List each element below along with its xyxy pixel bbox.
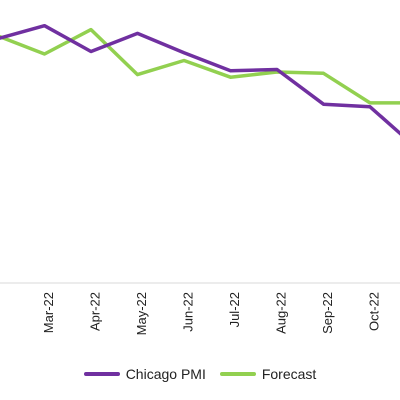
x-tick-label: Mar-22 [41, 292, 56, 333]
x-tick-label: Sep-22 [320, 292, 335, 334]
legend-swatch-chicago-pmi [83, 372, 120, 376]
x-tick-label: Jul-22 [227, 292, 242, 327]
legend-label-chicago-pmi: Chicago PMI [125, 366, 206, 382]
series-line-forecast [0, 27, 400, 105]
series-layer [0, 23, 400, 136]
x-tick-label: Jun-22 [180, 292, 195, 332]
series-line-chicago-pmi [0, 23, 400, 136]
x-tick-label: Aug-22 [273, 292, 288, 334]
legend-swatch-forecast [219, 372, 256, 376]
x-tick-label: Oct-22 [366, 292, 381, 331]
legend-item-chicago-pmi: Chicago PMI [83, 366, 206, 382]
x-tick-label: May-22 [134, 292, 149, 335]
x-tick-label: Apr-22 [87, 292, 102, 331]
legend-label-forecast: Forecast [261, 366, 317, 382]
legend: Chicago PMI Forecast [0, 362, 400, 386]
line-chart: Mar-22 Apr-22 May-22 Jun-22 Jul-22 Aug-22 Sep-… [0, 23, 400, 335]
x-tick-labels: Mar-22 Apr-22 May-22 Jun-22 Jul-22 Aug-22 Sep-… [41, 292, 382, 335]
legend-item-forecast: Forecast [219, 366, 317, 382]
